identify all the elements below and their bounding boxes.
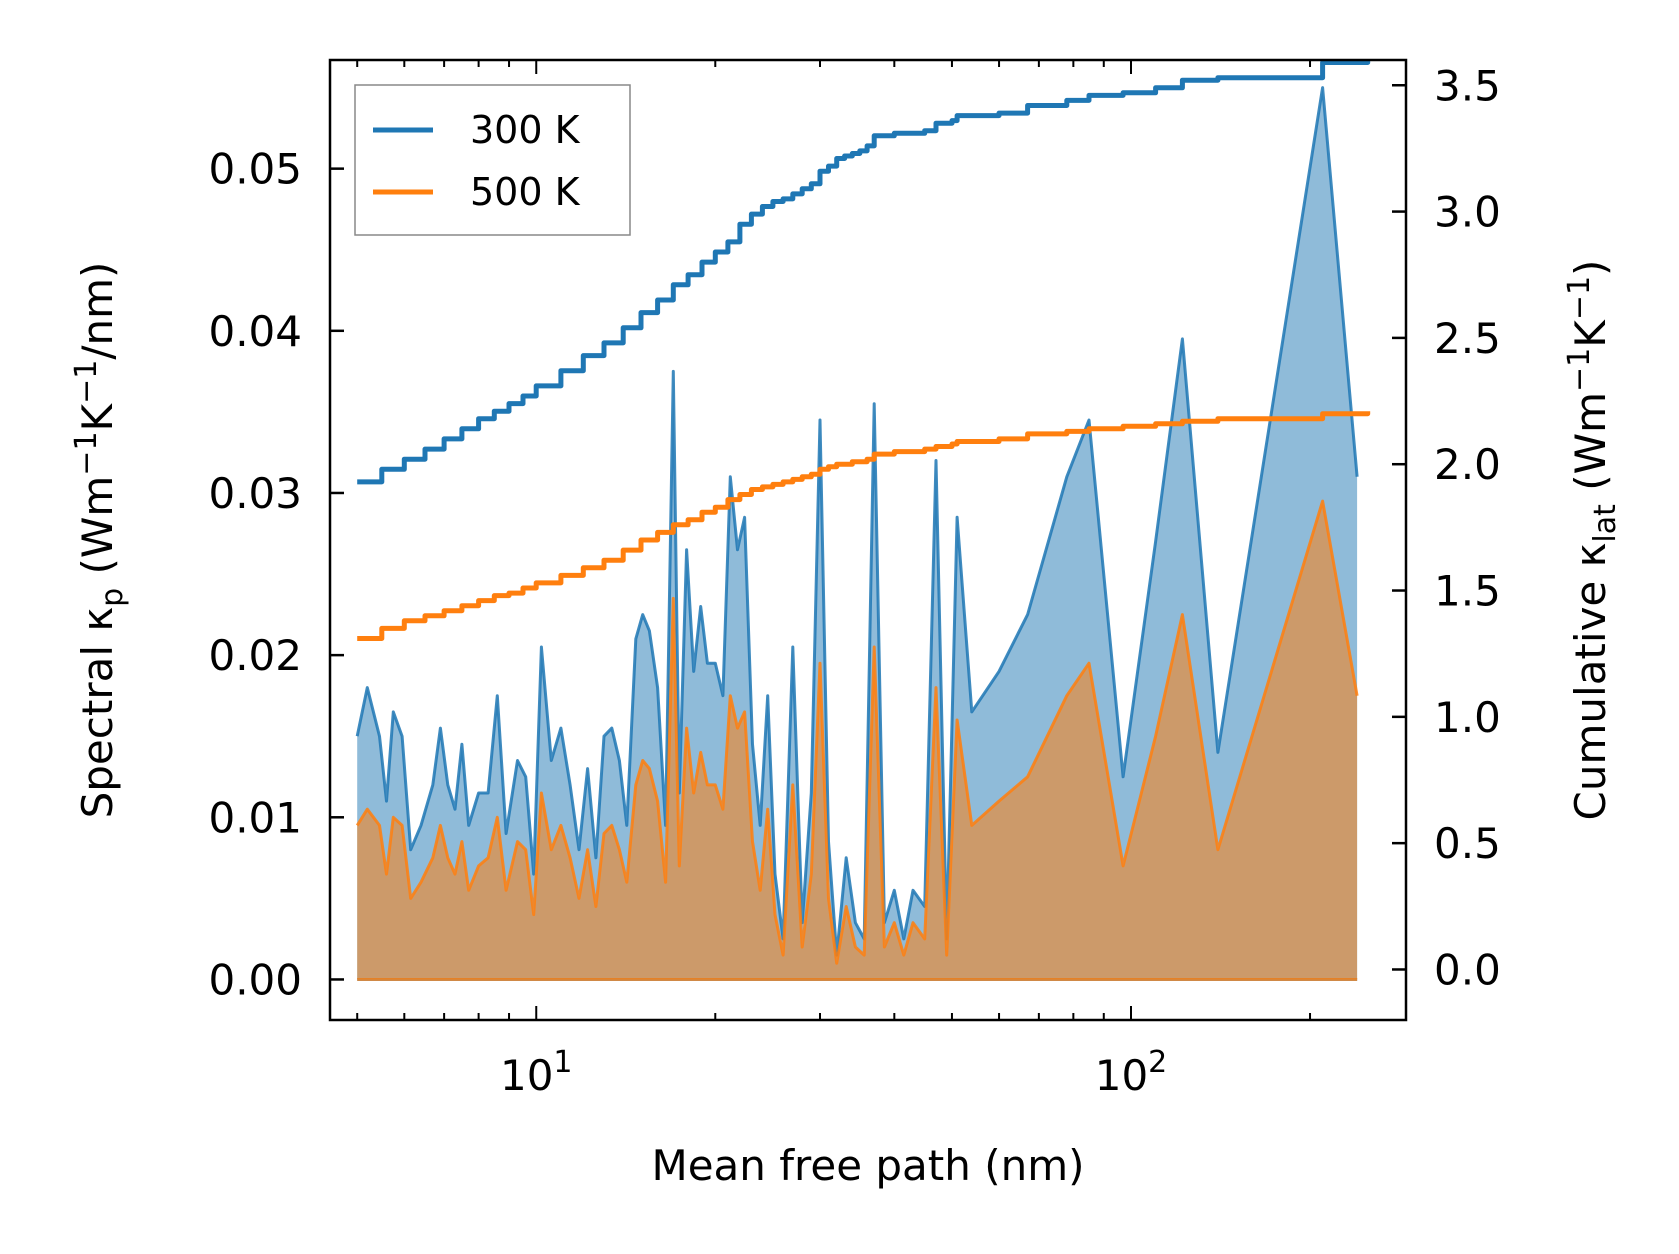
x-tick-exponent: 1 bbox=[553, 1045, 572, 1080]
x-tick-base: 10 bbox=[500, 1051, 553, 1100]
y-label-unit: (Wm bbox=[73, 476, 122, 588]
y-tick-label: 0.01 bbox=[208, 793, 302, 842]
y2-label-sup: −1 bbox=[1562, 348, 1597, 392]
x-tick-label: 101 bbox=[500, 1045, 573, 1100]
y-tick-label: 0.03 bbox=[208, 469, 302, 518]
y-label-sup: −1 bbox=[69, 431, 104, 475]
y-label-close: /nm) bbox=[73, 262, 122, 360]
x-tick-label: 102 bbox=[1095, 1045, 1168, 1100]
cumulative-line-500-K bbox=[357, 411, 1371, 641]
y2-tick-label: 3.5 bbox=[1434, 61, 1501, 110]
plot-area bbox=[355, 60, 1371, 981]
spectral-line-300-K bbox=[355, 86, 1359, 957]
y-tick-label: 0.04 bbox=[208, 307, 302, 356]
y-label-sup: −1 bbox=[69, 360, 104, 404]
y2-label-main: Cumulative κ bbox=[1566, 543, 1615, 821]
y2-tick-label: 3.0 bbox=[1434, 188, 1501, 237]
y-tick-label: 0.00 bbox=[208, 955, 302, 1004]
y-axis-label: Spectral κp (Wm−1K−1/nm) bbox=[69, 262, 130, 819]
y2-label-unit-k: K bbox=[1566, 319, 1615, 348]
y-label-sub: p bbox=[95, 588, 130, 607]
y2-tick-label: 1.0 bbox=[1434, 693, 1501, 742]
x-axis-label: Mean free path (nm) bbox=[651, 1141, 1084, 1190]
y2-label-close: ) bbox=[1566, 260, 1615, 276]
y2-tick-label: 2.5 bbox=[1434, 314, 1501, 363]
spectral-line-500-K bbox=[355, 499, 1359, 965]
y2-label-unit: (Wm bbox=[1566, 392, 1615, 504]
y-label-unit-k: K bbox=[73, 402, 122, 431]
spectral-area-300-K bbox=[357, 87, 1358, 980]
y2-label-sup: −1 bbox=[1562, 276, 1597, 320]
y-label-main: Spectral κ bbox=[73, 607, 122, 819]
x-tick-exponent: 2 bbox=[1148, 1045, 1167, 1080]
legend-label-1: 500 K bbox=[470, 170, 581, 214]
spectral-area-500-K bbox=[357, 501, 1358, 980]
spectral-area-group-1 bbox=[355, 499, 1359, 981]
axes: 0.00 0.01 0.02 0.03 0.04 0.05 0.0 0.5 1.0 1.5 2.0 2… bbox=[69, 58, 1623, 1190]
axes-frame bbox=[328, 58, 1408, 1022]
y2-tick-label: 0.0 bbox=[1434, 945, 1501, 994]
y-tick-label: 0.05 bbox=[208, 145, 302, 194]
x-tick-base: 10 bbox=[1095, 1051, 1148, 1100]
legend-label-0: 300 K bbox=[470, 108, 581, 152]
cumulative-line-300-K bbox=[357, 60, 1371, 485]
legend-box bbox=[354, 84, 631, 236]
y2-tick-label: 2.0 bbox=[1434, 440, 1501, 489]
y2-axis-label: Cumulative κlat (Wm−1K−1) bbox=[1562, 260, 1623, 821]
legend: 300 K 500 K bbox=[354, 84, 631, 236]
y2-tick-label: 0.5 bbox=[1434, 819, 1501, 868]
y2-tick-label: 1.5 bbox=[1434, 567, 1501, 616]
y-tick-label: 0.02 bbox=[208, 631, 302, 680]
y2-label-sub: lat bbox=[1588, 504, 1623, 543]
